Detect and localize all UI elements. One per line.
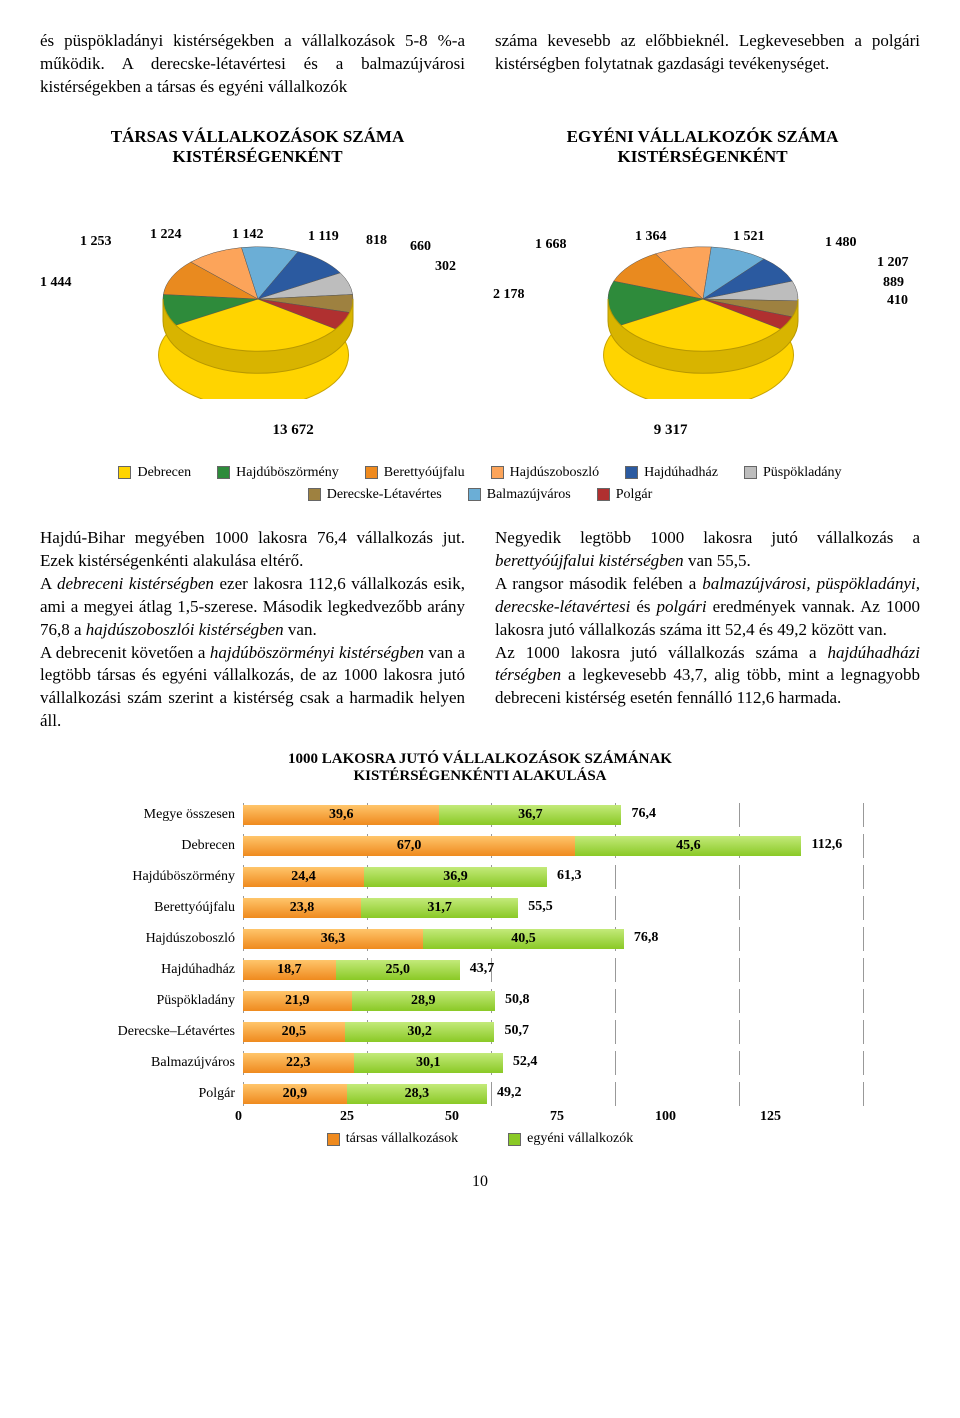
bar-legend-item: társas vállalkozások	[327, 1131, 458, 1147]
pie-label: 660	[410, 239, 431, 255]
bar-row: Hajdúhadház 18,7 25,0 43,7	[95, 954, 865, 985]
pie-label: 410	[887, 293, 908, 309]
pie-label: 1 224	[150, 227, 182, 243]
pie-label: 818	[366, 233, 387, 249]
legend-item: Debrecen	[118, 465, 191, 481]
body-left: Hajdú-Bihar megyében 1000 lakosra 76,4 v…	[40, 527, 465, 733]
pie-label: 1 521	[733, 229, 765, 245]
pie-title: TÁRSAS VÁLLALKOZÁSOK SZÁMA KISTÉRSÉGENKÉ…	[40, 127, 475, 167]
bar-row: Hajdúszoboszló 36,3 40,5 76,8	[95, 923, 865, 954]
bar-row: Derecske–Létavértes 20,5 30,2 50,7	[95, 1016, 865, 1047]
legend-item: Püspökladány	[744, 465, 842, 481]
legend: Debrecen Hajdúböszörmény Berettyóújfalu Haj…	[105, 465, 855, 503]
pie-title: EGYÉNI VÁLLALKOZÓK SZÁMA KISTÉRSÉGENKÉNT	[485, 127, 920, 167]
pie-label: 1 253	[80, 234, 112, 250]
legend-item: Hajdúhadház	[625, 465, 718, 481]
bar-row: Balmazújváros 22,3 30,1 52,4	[95, 1047, 865, 1078]
intro-right: száma kevesebb az előbbieknél. Legkevese…	[495, 30, 920, 99]
legend-item: Hajdúböszörmény	[217, 465, 339, 481]
bar-chart: Megye összesen 39,6 36,7 76,4 Debrecen 6…	[95, 799, 865, 1147]
pie-label: 302	[435, 259, 456, 275]
legend-item: Derecske-Létavértes	[308, 487, 442, 503]
pie-label: 1 119	[308, 229, 339, 245]
pie-label: 1 444	[40, 275, 72, 291]
page-number: 10	[40, 1173, 920, 1191]
pie-label: 889	[883, 275, 904, 291]
intro-left: és püspökladányi kistérségekben a vállal…	[40, 30, 465, 99]
pie-label: 1 207	[877, 255, 909, 271]
legend-item: Hajdúszoboszló	[491, 465, 599, 481]
bar-row: Berettyóújfalu 23,8 31,7 55,5	[95, 892, 865, 923]
pie1-big: 13 672	[273, 422, 314, 439]
pie-label: 1 668	[535, 237, 567, 253]
bar-title: 1000 LAKOSRA JUTÓ VÁLLALKOZÁSOK SZÁMÁNAK…	[40, 751, 920, 785]
legend-item: Polgár	[597, 487, 653, 503]
bar-legend-item: egyéni vállalkozók	[508, 1131, 633, 1147]
bar-row: Polgár 20,9 28,3 49,2	[95, 1078, 865, 1109]
bar-row: Debrecen 67,0 45,6 112,6	[95, 830, 865, 861]
bar-row: Megye összesen 39,6 36,7 76,4	[95, 799, 865, 830]
pie2-big: 9 317	[654, 422, 688, 439]
pie-label: 1 364	[635, 229, 667, 245]
body-right: Negyedik legtöbb 1000 lakosra jutó válla…	[495, 527, 920, 733]
pie-label: 1 142	[232, 227, 264, 243]
legend-item: Balmazújváros	[468, 487, 571, 503]
bar-row: Püspökladány 21,9 28,9 50,8	[95, 985, 865, 1016]
pie-charts: TÁRSAS VÁLLALKOZÁSOK SZÁMA KISTÉRSÉGENKÉ…	[40, 127, 920, 404]
bar-row: Hajdúböszörmény 24,4 36,9 61,3	[95, 861, 865, 892]
legend-item: Berettyóújfalu	[365, 465, 465, 481]
pie-label: 2 178	[493, 287, 525, 303]
pie-label: 1 480	[825, 235, 857, 251]
